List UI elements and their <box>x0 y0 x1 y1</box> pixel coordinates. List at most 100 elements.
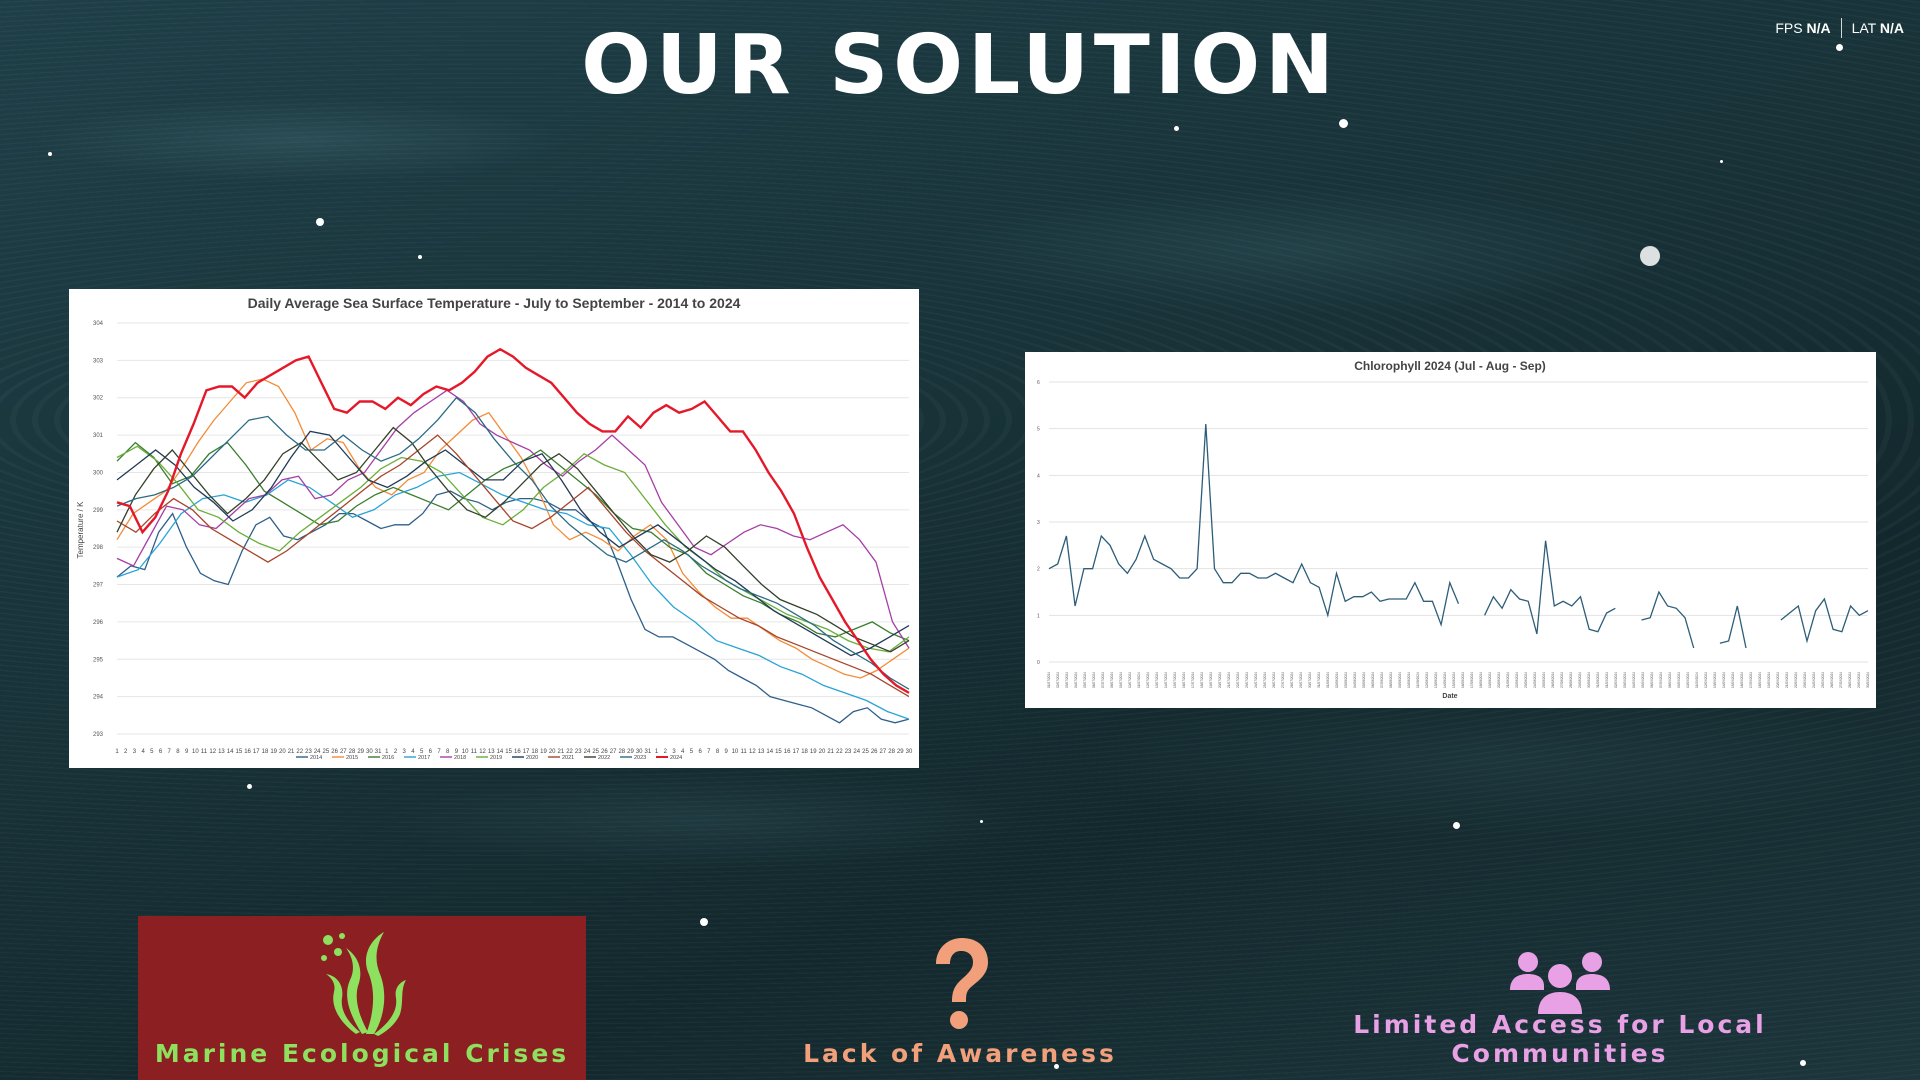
x-tick-label: 18 <box>531 749 538 755</box>
x-tick-label: 19/08/2024 <box>1488 672 1492 688</box>
x-tick-label: 14/08/2024 <box>1443 672 1447 688</box>
x-tick-label: 27/08/2024 <box>1560 672 1564 688</box>
x-tick-label: 12 <box>209 749 216 755</box>
legend-label: 2018 <box>454 755 466 761</box>
x-tick-label: 15 <box>505 749 512 755</box>
x-tick-label: 15/07/2024 <box>1173 672 1177 688</box>
x-tick-label: 13 <box>488 749 495 755</box>
x-tick-label: 05/09/2024 <box>1641 672 1645 688</box>
x-tick-label: 24 <box>853 749 860 755</box>
hud-divider <box>1840 18 1842 38</box>
x-tick-label: 5 <box>420 749 424 755</box>
x-tick-label: 17 <box>253 749 260 755</box>
x-tick-label: 8 <box>176 749 180 755</box>
y-tick-label: 3 <box>1037 520 1040 526</box>
x-tick-label: 27/07/2024 <box>1281 672 1285 688</box>
x-tick-label: 10 <box>192 749 199 755</box>
legend-label: 2021 <box>562 755 574 761</box>
x-tick-label: 09/07/2024 <box>1119 672 1123 688</box>
x-tick-label: 18/08/2024 <box>1479 672 1483 688</box>
x-tick-label: 20/07/2024 <box>1218 672 1222 688</box>
x-tick-label: 19 <box>270 749 277 755</box>
x-tick-label: 23 <box>845 749 852 755</box>
x-tick-label: 21/09/2024 <box>1785 672 1789 688</box>
x-tick-label: 09/09/2024 <box>1677 672 1681 688</box>
x-tick-label: 28/08/2024 <box>1569 672 1573 688</box>
x-tick-label: 28/07/2024 <box>1290 672 1294 688</box>
series-line-segment <box>1641 590 1695 649</box>
x-tick-label: 26 <box>601 749 608 755</box>
tile-lack-awareness[interactable]: Lack of Awareness <box>780 916 1140 1080</box>
x-tick-label: 04/07/2024 <box>1074 672 1078 688</box>
x-tick-label: 31 <box>645 749 652 755</box>
x-tick-label: 1 <box>655 749 659 755</box>
performance-hud: FPS N/A LAT N/A <box>1775 18 1904 38</box>
x-tick-label: 17 <box>523 749 530 755</box>
x-tick-label: 22 <box>566 749 573 755</box>
x-tick-label: 25 <box>592 749 599 755</box>
y-tick-label: 298 <box>93 545 104 551</box>
legend-label: 2019 <box>490 755 502 761</box>
x-tick-label: 16 <box>514 749 521 755</box>
legend-label: 2024 <box>670 755 682 761</box>
legend-label: 2022 <box>598 755 610 761</box>
x-tick-label: 23 <box>305 749 312 755</box>
x-tick-label: 2 <box>664 749 668 755</box>
x-tick-label: 12 <box>749 749 756 755</box>
x-tick-label: 17 <box>793 749 800 755</box>
x-tick-label: 8 <box>716 749 720 755</box>
x-tick-label: 6 <box>698 749 702 755</box>
x-tick-label: 08/09/2024 <box>1668 672 1672 688</box>
x-tick-label: 20 <box>819 749 826 755</box>
x-tick-label: 29/07/2024 <box>1299 672 1303 688</box>
x-tick-label: 29/08/2024 <box>1578 672 1582 688</box>
x-tick-label: 12/07/2024 <box>1146 672 1150 688</box>
x-tick-label: 1 <box>115 749 119 755</box>
x-tick-label: 31/08/2024 <box>1596 672 1600 688</box>
x-tick-label: 05/07/2024 <box>1083 672 1087 688</box>
x-tick-label: 26 <box>871 749 878 755</box>
x-tick-label: 18/07/2024 <box>1200 672 1204 688</box>
x-tick-label: 6 <box>159 749 163 755</box>
x-tick-label: 06/08/2024 <box>1371 672 1375 688</box>
y-tick-label: 293 <box>93 732 104 738</box>
x-tick-label: 8 <box>446 749 450 755</box>
x-tick-label: 09/08/2024 <box>1398 672 1402 688</box>
x-tick-label: 14/07/2024 <box>1164 672 1168 688</box>
x-tick-label: 16 <box>244 749 251 755</box>
x-tick-label: 05/08/2024 <box>1362 672 1366 688</box>
x-tick-label: 24/09/2024 <box>1812 672 1816 688</box>
x-tick-label: 16/07/2024 <box>1182 672 1186 688</box>
tile-marine-crises[interactable]: Marine Ecological Crises <box>138 916 586 1080</box>
x-tick-label: 16/08/2024 <box>1461 672 1465 688</box>
tile-limited-access[interactable]: Limited Access for Local Communities <box>1240 916 1880 1080</box>
sst-chart-panel: Daily Average Sea Surface Temperature - … <box>69 289 919 768</box>
y-tick-label: 299 <box>93 508 104 514</box>
x-tick-label: 15 <box>236 749 243 755</box>
chlorophyll-line-chart: Chlorophyll 2024 (Jul - Aug - Sep) 0 1 2 3 4 5… <box>1037 359 1870 700</box>
x-tick-label: 23 <box>575 749 582 755</box>
x-tick-label: 08/07/2024 <box>1110 672 1114 688</box>
x-tick-label: 20/08/2024 <box>1497 672 1501 688</box>
x-tick-label: 13 <box>218 749 225 755</box>
x-tick-label: 30 <box>366 749 373 755</box>
x-tick-label: 3 <box>672 749 676 755</box>
seaweed-icon <box>321 932 406 1036</box>
x-tick-label: 13/09/2024 <box>1713 672 1717 688</box>
x-tick-label: 27/09/2024 <box>1839 672 1843 688</box>
x-tick-label: 21/08/2024 <box>1506 672 1510 688</box>
x-tick-label: 31 <box>375 749 382 755</box>
y-tick-label: 304 <box>93 321 104 327</box>
x-tick-label: 28 <box>349 749 356 755</box>
x-tick-label: 4 <box>411 749 415 755</box>
series-line-2022 <box>116 426 910 653</box>
x-tick-label: 01/07/2024 <box>1047 672 1051 688</box>
x-tick-label: 03/07/2024 <box>1065 672 1069 688</box>
x-tick-label: 14 <box>766 749 773 755</box>
legend-label: 2015 <box>346 755 358 761</box>
x-tick-label: 10/07/2024 <box>1128 672 1132 688</box>
x-tick-label: 27 <box>340 749 347 755</box>
x-tick-label: 15/09/2024 <box>1731 672 1735 688</box>
x-tick-label: 21 <box>558 749 565 755</box>
series-line-segment <box>1719 605 1747 649</box>
